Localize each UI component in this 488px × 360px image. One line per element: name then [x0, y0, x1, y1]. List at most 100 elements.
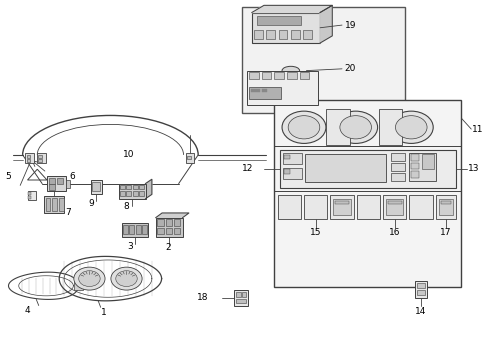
Bar — [410, 154, 418, 161]
Bar — [305, 154, 385, 182]
Bar — [165, 228, 171, 234]
Bar — [390, 163, 405, 171]
Text: 17: 17 — [439, 228, 451, 237]
Circle shape — [395, 116, 426, 139]
Bar — [256, 16, 300, 25]
Bar — [382, 195, 406, 219]
Bar — [74, 282, 83, 290]
Bar — [119, 184, 145, 199]
Bar — [59, 198, 64, 211]
Bar — [421, 154, 433, 169]
Circle shape — [333, 111, 377, 143]
Text: 6: 6 — [69, 172, 75, 181]
Bar — [43, 196, 64, 213]
Bar — [49, 178, 55, 184]
Bar — [416, 290, 425, 295]
Bar — [65, 180, 70, 188]
Bar — [251, 13, 320, 43]
Bar — [47, 176, 65, 192]
Text: 5: 5 — [5, 172, 11, 181]
Bar — [185, 153, 193, 163]
Circle shape — [111, 267, 142, 290]
Bar — [235, 292, 240, 297]
Bar — [284, 155, 290, 159]
Bar — [390, 153, 405, 161]
Text: 19: 19 — [344, 21, 355, 30]
Polygon shape — [156, 213, 188, 218]
Bar — [414, 281, 427, 298]
Text: 12: 12 — [242, 164, 253, 173]
Bar — [242, 7, 405, 113]
Bar — [235, 299, 246, 303]
Text: 1: 1 — [101, 308, 106, 317]
Bar — [304, 195, 327, 219]
Bar — [435, 195, 455, 219]
Ellipse shape — [282, 66, 299, 75]
Bar — [187, 156, 191, 159]
Bar — [279, 150, 455, 188]
Bar — [438, 199, 452, 215]
Bar — [133, 191, 138, 196]
Bar — [25, 153, 34, 163]
Bar — [120, 185, 125, 189]
Bar — [123, 225, 128, 234]
Bar — [49, 184, 55, 190]
Bar — [27, 191, 36, 200]
Bar — [277, 195, 301, 219]
Bar — [356, 195, 379, 219]
Text: 16: 16 — [388, 228, 400, 237]
Bar — [241, 292, 246, 297]
Bar — [282, 168, 302, 179]
Bar — [387, 201, 401, 204]
Polygon shape — [320, 5, 331, 43]
Bar — [165, 220, 171, 226]
Bar — [290, 31, 299, 40]
Polygon shape — [251, 5, 331, 13]
Bar — [303, 31, 311, 40]
Bar — [38, 155, 42, 158]
Text: 14: 14 — [414, 307, 426, 316]
Bar — [28, 192, 31, 195]
Bar — [278, 31, 287, 40]
Bar — [26, 155, 30, 158]
Bar — [133, 185, 138, 189]
Bar — [156, 218, 182, 237]
Bar — [126, 185, 131, 189]
Text: 2: 2 — [165, 243, 170, 252]
Bar — [173, 220, 180, 226]
Bar — [330, 195, 353, 219]
Text: 13: 13 — [468, 164, 479, 173]
Bar — [408, 195, 432, 219]
Bar — [385, 199, 403, 215]
Text: 10: 10 — [122, 150, 134, 159]
Bar — [250, 89, 259, 92]
Circle shape — [282, 111, 325, 143]
Bar — [126, 191, 131, 196]
Bar — [129, 225, 134, 234]
Bar — [286, 72, 296, 79]
Bar — [157, 228, 163, 234]
Circle shape — [116, 271, 137, 287]
Bar — [332, 199, 350, 215]
Bar — [139, 185, 144, 189]
Bar — [254, 31, 263, 40]
Bar — [157, 220, 163, 226]
Bar — [122, 223, 148, 237]
Polygon shape — [145, 179, 152, 199]
Bar — [57, 178, 63, 184]
Bar — [408, 153, 435, 181]
Bar — [136, 225, 141, 234]
Bar — [273, 100, 461, 287]
Bar — [282, 153, 302, 164]
Bar — [266, 31, 275, 40]
Text: 8: 8 — [123, 202, 129, 211]
Bar — [91, 180, 102, 194]
Circle shape — [74, 267, 105, 290]
Bar — [334, 201, 348, 204]
Bar — [249, 87, 281, 99]
Circle shape — [287, 116, 319, 139]
Text: 15: 15 — [309, 228, 321, 237]
Bar — [92, 182, 100, 192]
Bar — [139, 191, 144, 196]
Bar — [26, 159, 30, 162]
